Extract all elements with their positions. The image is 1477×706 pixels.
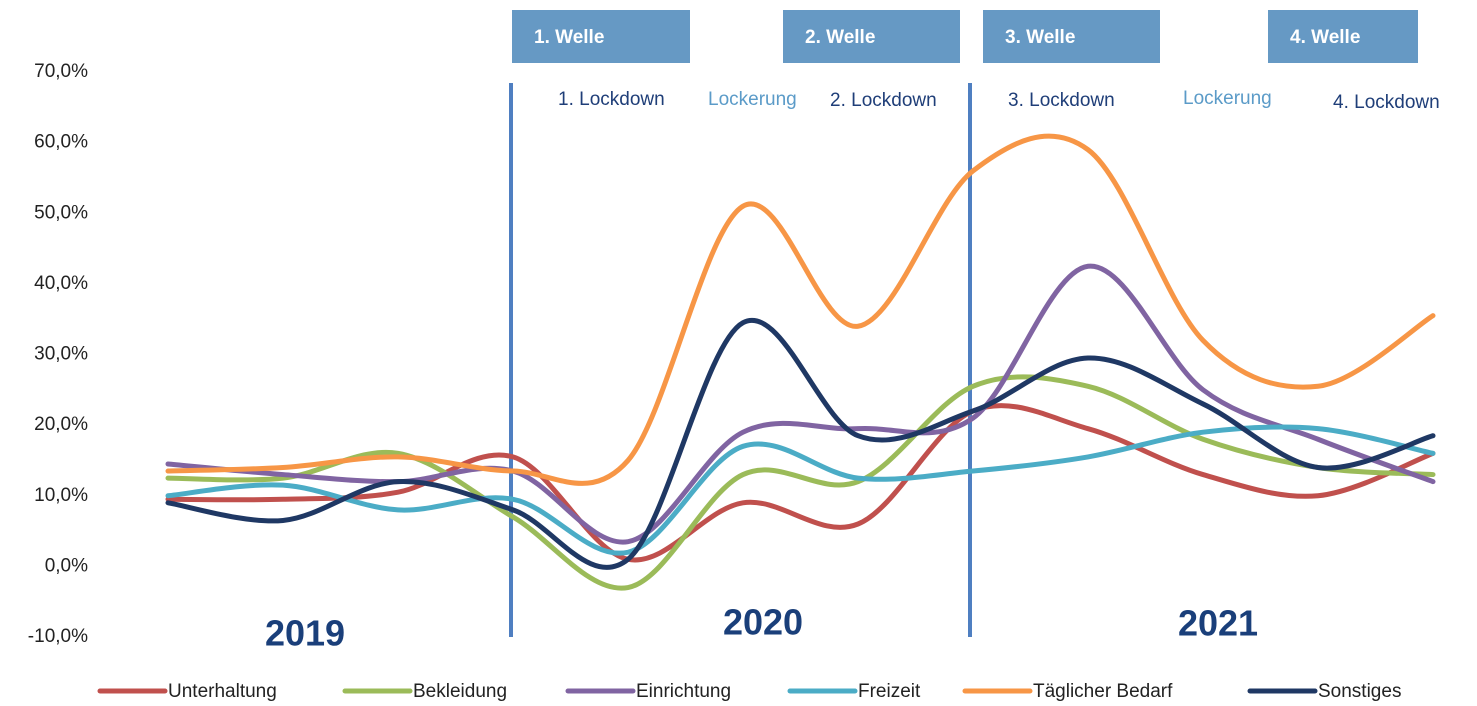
y-tick-label: 0,0%: [45, 555, 88, 576]
wave-label: 1. Welle: [534, 27, 604, 48]
y-tick-label: 60,0%: [34, 132, 88, 153]
y-tick-label: 30,0%: [34, 344, 88, 365]
legend-label: Unterhaltung: [168, 681, 277, 702]
year-label: 2021: [1178, 603, 1258, 644]
series-line: [165, 317, 1436, 570]
y-tick-label: -10,0%: [28, 626, 88, 647]
series-line: [165, 133, 1436, 486]
legend-label: Sonstiges: [1318, 681, 1401, 702]
y-tick-label: 40,0%: [34, 273, 88, 294]
wave-box: [983, 10, 1160, 63]
series-line: [165, 374, 1436, 591]
y-tick-label: 10,0%: [34, 485, 88, 506]
y-tick-label: 20,0%: [34, 414, 88, 435]
year-label: 2019: [265, 613, 345, 654]
wave-box: [512, 10, 690, 63]
legend-label: Einrichtung: [636, 681, 731, 702]
phase-label: 2. Lockdown: [830, 90, 937, 111]
year-label: 2020: [723, 602, 803, 643]
phase-label: 3. Lockdown: [1008, 90, 1115, 111]
wave-label: 2. Welle: [805, 27, 875, 48]
wave-box: [1268, 10, 1418, 63]
wave-box: [783, 10, 960, 63]
wave-label: 4. Welle: [1290, 27, 1360, 48]
legend-label: Bekleidung: [413, 681, 507, 702]
series-line: [165, 424, 1436, 556]
series-line: [165, 403, 1436, 563]
y-tick-label: 70,0%: [34, 61, 88, 82]
phase-label: 1. Lockdown: [558, 89, 665, 110]
phase-label: Lockerung: [708, 89, 797, 110]
phase-label: 4. Lockdown: [1333, 92, 1440, 113]
wave-label: 3. Welle: [1005, 27, 1075, 48]
legend-label: Täglicher Bedarf: [1033, 681, 1173, 702]
phase-label: Lockerung: [1183, 88, 1272, 109]
legend-label: Freizeit: [858, 681, 921, 702]
y-tick-label: 50,0%: [34, 202, 88, 223]
